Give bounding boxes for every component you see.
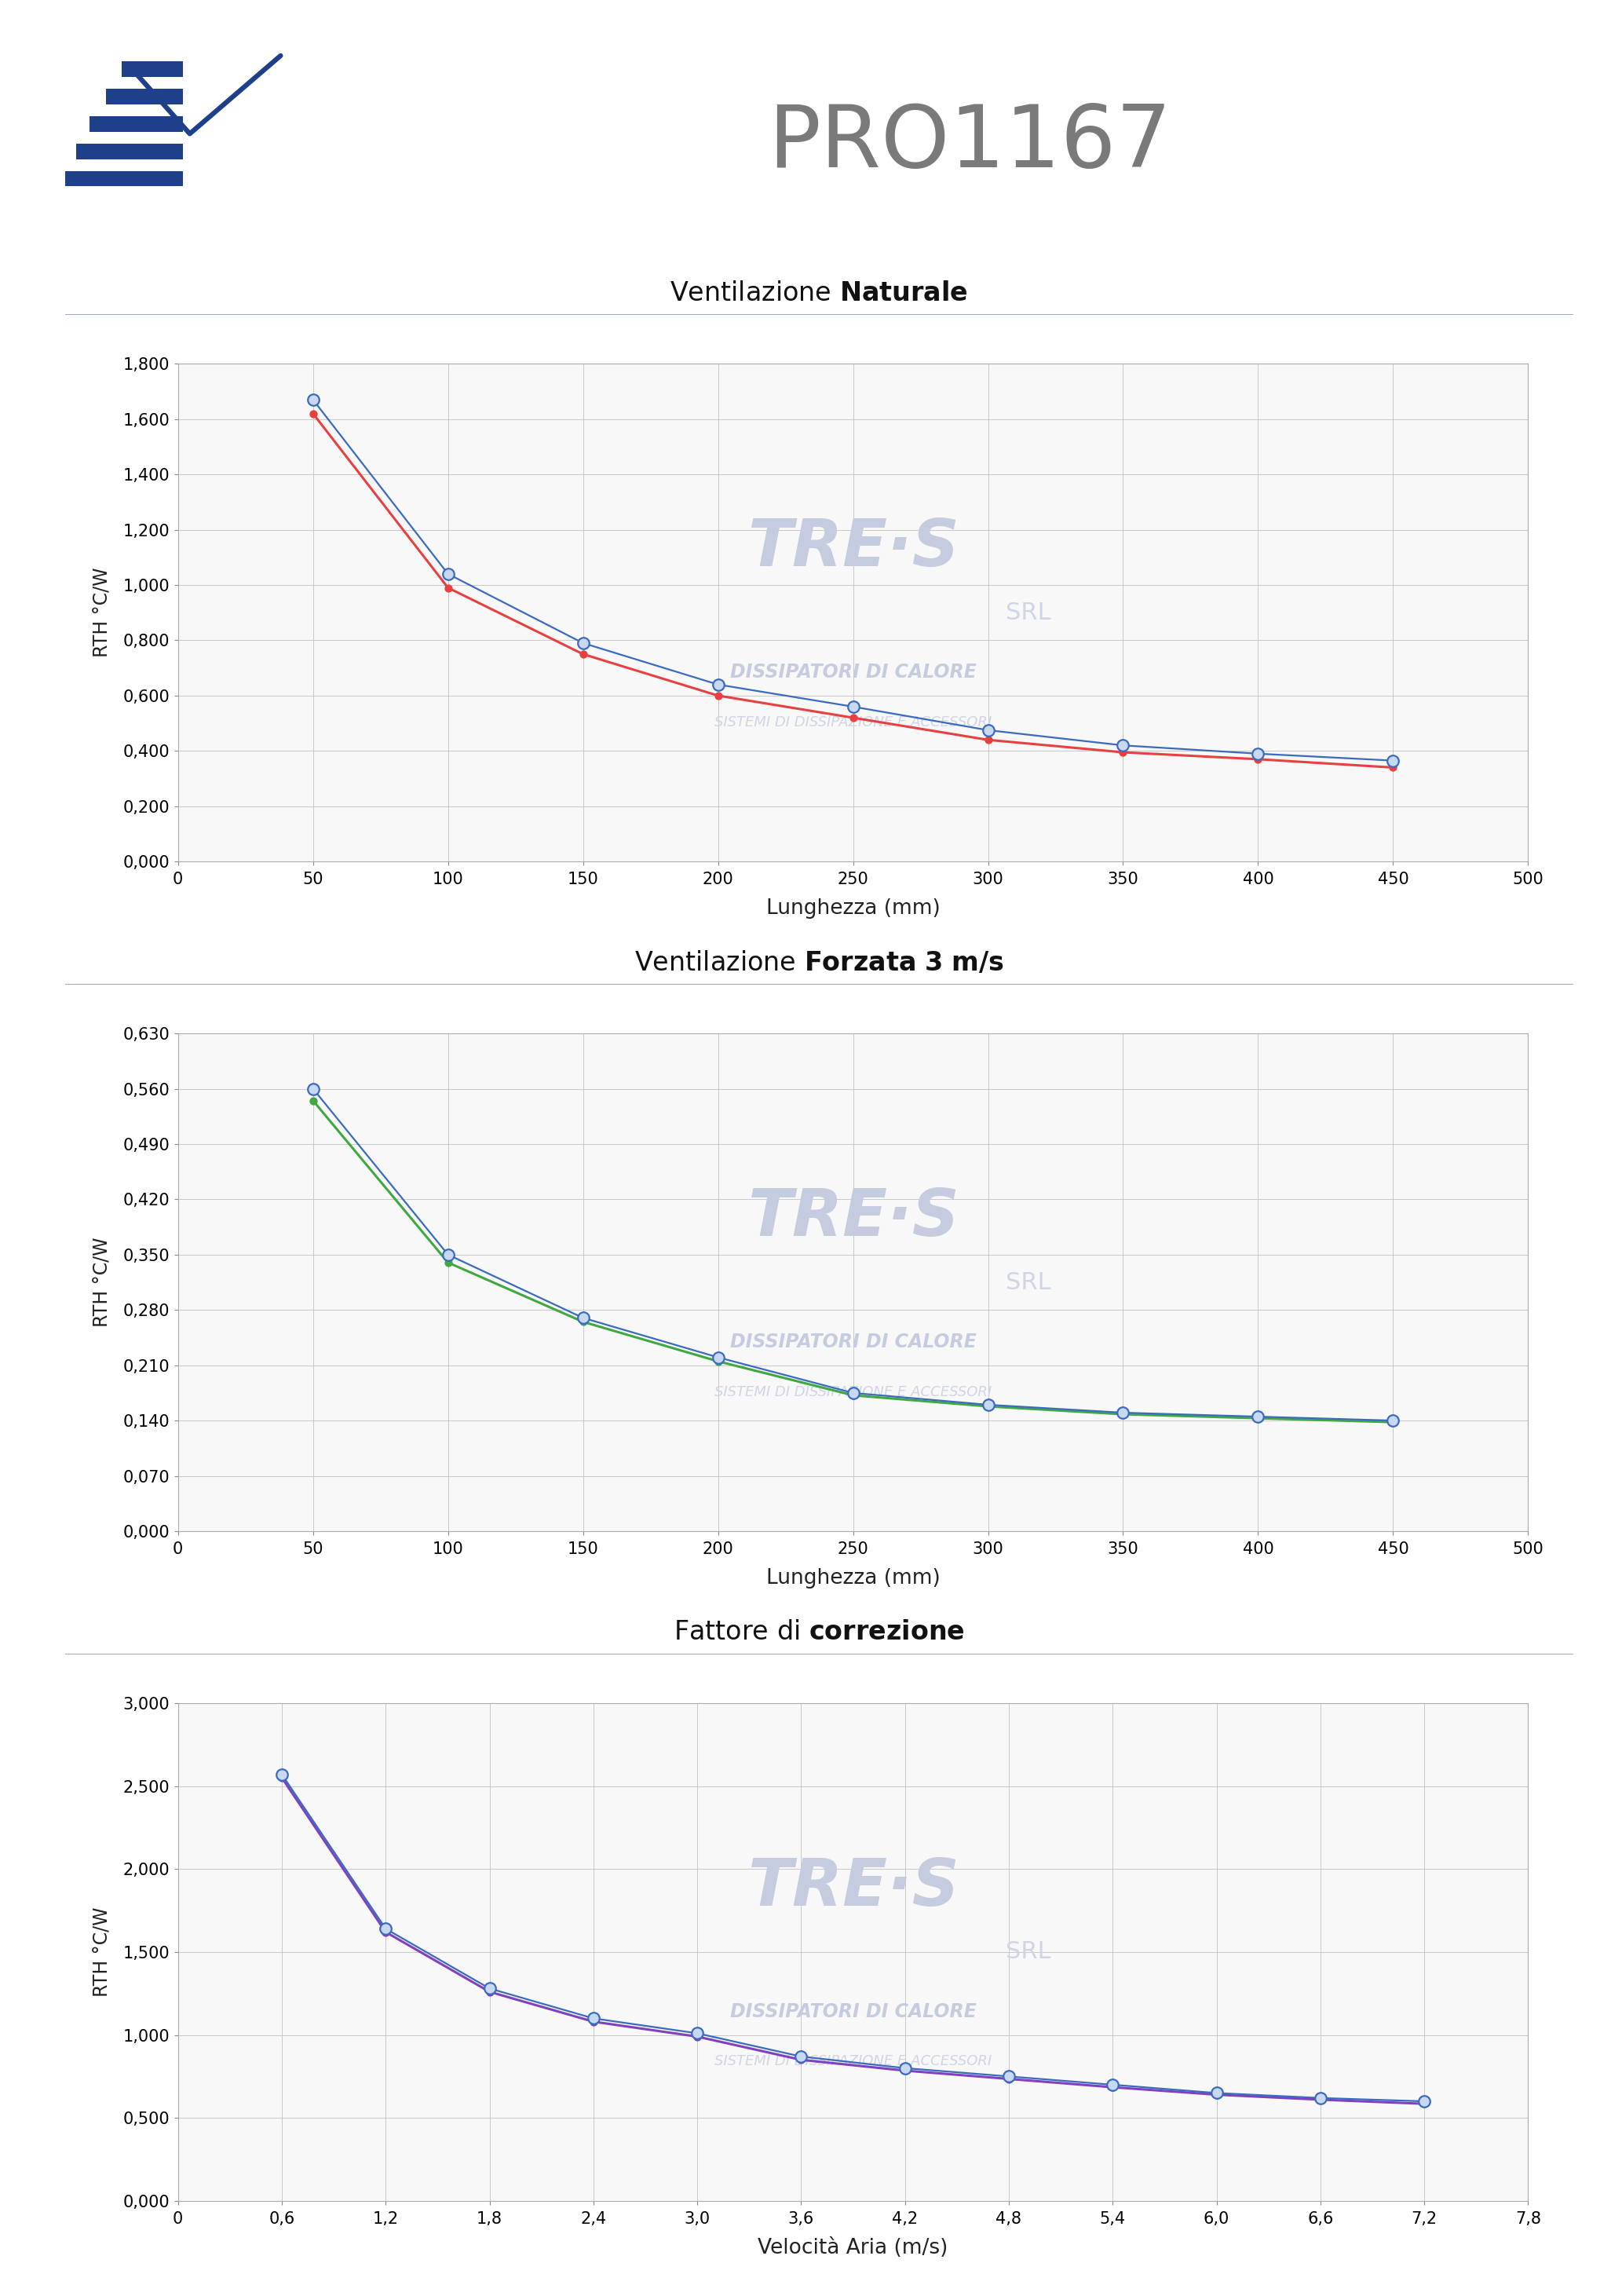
Point [1307, 2080, 1333, 2117]
Point [788, 2041, 814, 2078]
Text: SRL: SRL [1006, 602, 1051, 625]
X-axis label: Velocità Aria (m/s): Velocità Aria (m/s) [757, 2239, 949, 2259]
Y-axis label: RTH °C/W: RTH °C/W [92, 1238, 112, 1327]
Point [706, 666, 732, 703]
Point [840, 1375, 866, 1412]
Point [300, 1081, 326, 1118]
Point [975, 1387, 1001, 1424]
Point [1109, 1396, 1135, 1433]
Point [269, 1756, 295, 1793]
Text: SRL: SRL [1006, 1940, 1051, 1963]
Text: TRE·S: TRE·S [748, 517, 959, 581]
Point [684, 2018, 710, 2055]
Point [975, 721, 1001, 758]
Y-axis label: RTH °C/W: RTH °C/W [94, 1908, 112, 1998]
X-axis label: Lunghezza (mm): Lunghezza (mm) [766, 1568, 941, 1589]
Point [1380, 742, 1406, 778]
FancyBboxPatch shape [89, 117, 183, 131]
Point [1204, 2076, 1229, 2112]
Point [569, 1300, 595, 1336]
Point [996, 2057, 1022, 2094]
Text: DISSIPATORI DI CALORE: DISSIPATORI DI CALORE [730, 2002, 976, 2020]
Point [892, 2050, 918, 2087]
FancyBboxPatch shape [122, 62, 183, 78]
Point [435, 569, 461, 606]
Point [892, 2053, 918, 2089]
Point [1246, 742, 1272, 778]
Point [581, 2004, 607, 2041]
Text: Fattore di $\mathbf{correzione}$: Fattore di $\mathbf{correzione}$ [673, 1619, 965, 1646]
Point [1246, 735, 1272, 771]
Text: DISSIPATORI DI CALORE: DISSIPATORI DI CALORE [730, 664, 976, 682]
Text: PRO1167: PRO1167 [769, 101, 1171, 186]
Point [1100, 2069, 1126, 2105]
Point [1204, 2076, 1229, 2112]
Text: TRE·S: TRE·S [748, 1855, 959, 1919]
Point [788, 2039, 814, 2076]
Point [1380, 748, 1406, 785]
Point [996, 2060, 1022, 2096]
Point [706, 677, 732, 714]
Point [477, 1975, 503, 2011]
Point [1246, 1398, 1272, 1435]
Point [1411, 2082, 1437, 2119]
X-axis label: Lunghezza (mm): Lunghezza (mm) [766, 898, 941, 918]
Text: Ventilazione $\mathbf{Naturale}$: Ventilazione $\mathbf{Naturale}$ [670, 280, 968, 305]
Point [706, 1343, 732, 1380]
Text: DISSIPATORI DI CALORE: DISSIPATORI DI CALORE [730, 1332, 976, 1352]
Text: Ventilazione $\mathbf{Forzata\ 3\ m/s}$: Ventilazione $\mathbf{Forzata\ 3\ m/s}$ [634, 951, 1004, 976]
Point [684, 2016, 710, 2053]
Text: TRE·S: TRE·S [748, 1185, 959, 1249]
FancyBboxPatch shape [105, 90, 183, 103]
Point [840, 1378, 866, 1414]
Point [435, 1235, 461, 1272]
Point [1380, 1403, 1406, 1440]
Point [1109, 728, 1135, 765]
FancyBboxPatch shape [76, 142, 183, 158]
Point [1307, 2080, 1333, 2117]
Point [569, 625, 595, 661]
Point [269, 1759, 295, 1795]
Point [569, 1304, 595, 1341]
Point [840, 700, 866, 737]
Point [581, 2000, 607, 2037]
Point [569, 636, 595, 673]
Point [975, 1389, 1001, 1426]
Point [477, 1970, 503, 2007]
Text: SISTEMI DI DISSIPAZIONE E ACCESSORI: SISTEMI DI DISSIPAZIONE E ACCESSORI [714, 2055, 991, 2069]
Point [1109, 1394, 1135, 1430]
Point [706, 1339, 732, 1375]
Point [300, 395, 326, 432]
Point [373, 1910, 399, 1947]
Point [840, 689, 866, 726]
Point [975, 712, 1001, 748]
Point [373, 1913, 399, 1949]
Text: SISTEMI DI DISSIPAZIONE E ACCESSORI: SISTEMI DI DISSIPAZIONE E ACCESSORI [714, 1384, 991, 1398]
FancyBboxPatch shape [65, 170, 183, 186]
Text: SISTEMI DI DISSIPAZIONE E ACCESSORI: SISTEMI DI DISSIPAZIONE E ACCESSORI [714, 714, 991, 730]
Text: SRL: SRL [1006, 1272, 1051, 1293]
Point [300, 381, 326, 418]
Point [1100, 2066, 1126, 2103]
Point [1411, 2085, 1437, 2122]
Point [1380, 1403, 1406, 1440]
Y-axis label: RTH °C/W: RTH °C/W [92, 567, 112, 657]
Point [1246, 1401, 1272, 1437]
Point [300, 1070, 326, 1107]
Point [435, 556, 461, 592]
Point [435, 1244, 461, 1281]
Point [1109, 735, 1135, 771]
